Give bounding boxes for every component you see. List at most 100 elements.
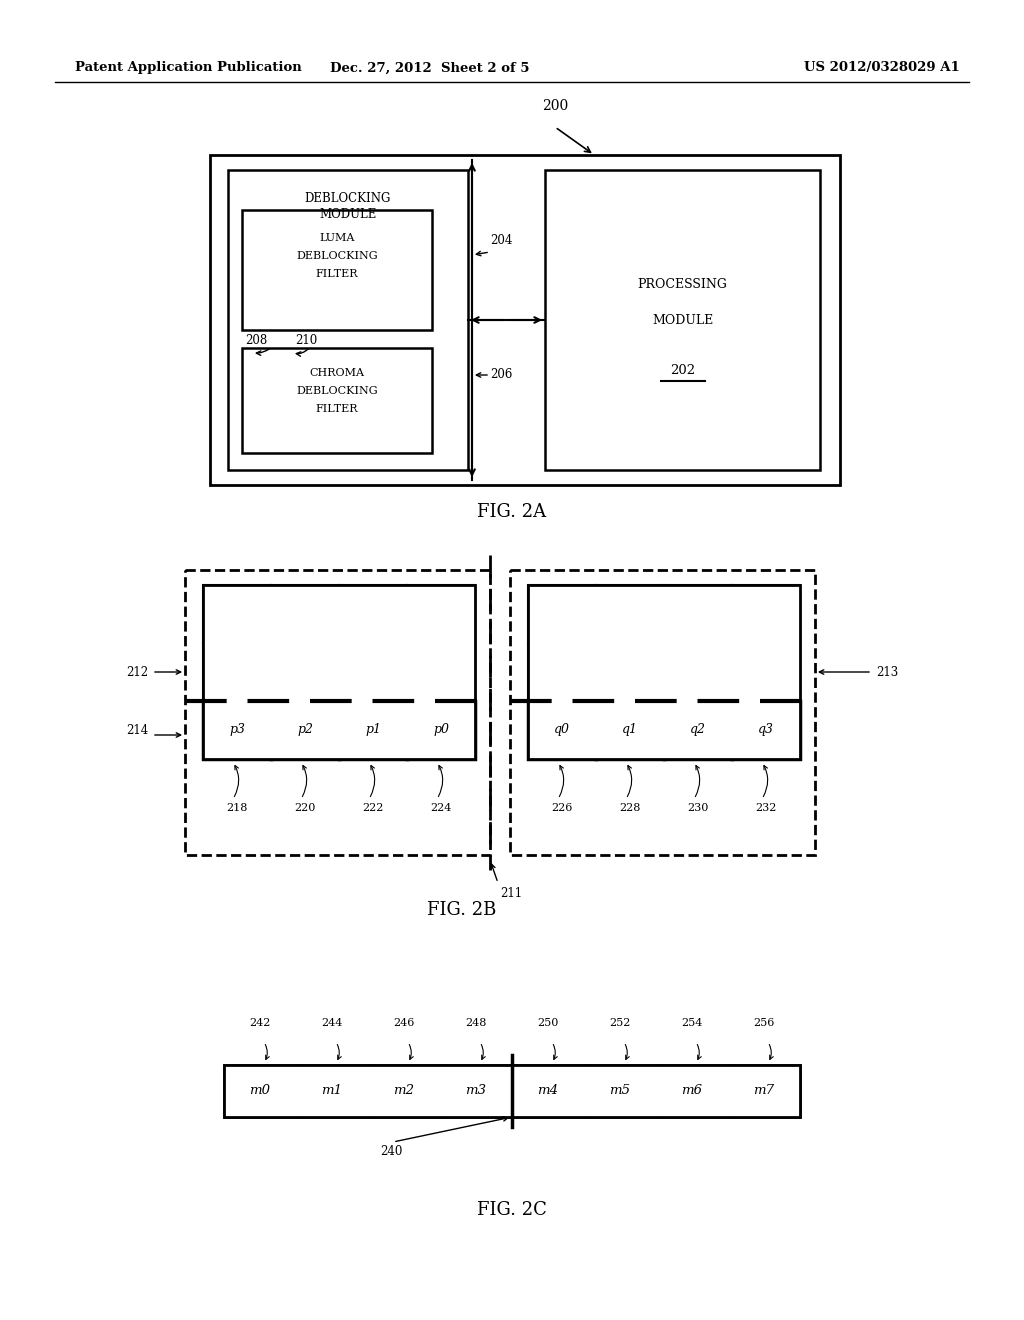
Text: p2: p2 <box>297 723 313 737</box>
Text: 200: 200 <box>542 99 568 114</box>
Text: 210: 210 <box>295 334 317 347</box>
Text: q3: q3 <box>758 723 774 737</box>
Bar <box>584 1065 656 1117</box>
Bar <box>210 154 840 484</box>
Bar <box>728 1065 800 1117</box>
Bar <box>203 585 475 759</box>
Text: 242: 242 <box>249 1018 270 1028</box>
Bar <box>224 1065 800 1117</box>
Text: m7: m7 <box>754 1085 774 1097</box>
Text: m0: m0 <box>250 1085 270 1097</box>
Text: DEBLOCKING: DEBLOCKING <box>305 191 391 205</box>
Bar <box>407 585 475 643</box>
Bar <box>528 585 800 759</box>
Text: 232: 232 <box>756 803 776 813</box>
Bar <box>440 1065 512 1117</box>
Text: 218: 218 <box>226 803 248 813</box>
Bar <box>596 585 664 643</box>
Text: 224: 224 <box>430 803 452 813</box>
Text: m2: m2 <box>393 1085 415 1097</box>
Text: FILTER: FILTER <box>315 269 358 279</box>
Text: 256: 256 <box>754 1018 775 1028</box>
Text: FIG. 2A: FIG. 2A <box>477 503 547 521</box>
Bar <box>664 643 732 701</box>
Text: 248: 248 <box>465 1018 486 1028</box>
Bar <box>271 585 339 643</box>
Text: US 2012/0328029 A1: US 2012/0328029 A1 <box>804 62 961 74</box>
Text: 212: 212 <box>126 665 148 678</box>
Bar <box>510 570 815 855</box>
Text: 211: 211 <box>500 887 522 900</box>
Text: 204: 204 <box>490 234 512 247</box>
Text: LUMA: LUMA <box>319 234 354 243</box>
Bar <box>596 643 664 701</box>
Bar <box>203 585 271 643</box>
Bar <box>242 348 432 453</box>
Text: m1: m1 <box>322 1085 342 1097</box>
Bar <box>528 585 596 643</box>
Text: 206: 206 <box>490 368 512 381</box>
Text: p3: p3 <box>229 723 245 737</box>
Bar <box>656 1065 728 1117</box>
Text: Dec. 27, 2012  Sheet 2 of 5: Dec. 27, 2012 Sheet 2 of 5 <box>331 62 529 74</box>
Text: Patent Application Publication: Patent Application Publication <box>75 62 302 74</box>
Text: MODULE: MODULE <box>652 314 713 326</box>
Bar <box>203 643 271 701</box>
Bar <box>224 1065 296 1117</box>
Bar <box>664 701 732 759</box>
Bar <box>407 643 475 701</box>
Bar <box>203 701 271 759</box>
Text: q1: q1 <box>622 723 638 737</box>
Text: 246: 246 <box>393 1018 415 1028</box>
Bar <box>528 701 596 759</box>
Text: 250: 250 <box>538 1018 559 1028</box>
Text: 220: 220 <box>294 803 315 813</box>
Bar <box>185 570 490 855</box>
Bar <box>664 585 732 643</box>
Bar <box>228 170 468 470</box>
Bar <box>271 701 339 759</box>
Bar <box>528 643 596 701</box>
Text: 202: 202 <box>670 364 695 378</box>
Text: 226: 226 <box>551 803 572 813</box>
Bar <box>545 170 820 470</box>
Bar <box>732 643 800 701</box>
Text: m3: m3 <box>466 1085 486 1097</box>
Text: m5: m5 <box>609 1085 631 1097</box>
Text: DEBLOCKING: DEBLOCKING <box>296 251 378 261</box>
Text: FIG. 2B: FIG. 2B <box>427 902 497 919</box>
Bar <box>596 701 664 759</box>
Text: m6: m6 <box>682 1085 702 1097</box>
Text: 213: 213 <box>876 665 898 678</box>
Text: FIG. 2C: FIG. 2C <box>477 1201 547 1218</box>
Text: 240: 240 <box>380 1144 402 1158</box>
Text: FILTER: FILTER <box>315 404 358 414</box>
Bar <box>339 585 407 643</box>
Text: 254: 254 <box>681 1018 702 1028</box>
Text: p0: p0 <box>433 723 449 737</box>
Text: 208: 208 <box>245 334 267 347</box>
Text: 244: 244 <box>322 1018 343 1028</box>
Text: q2: q2 <box>690 723 706 737</box>
Text: PROCESSING: PROCESSING <box>638 277 727 290</box>
Text: 230: 230 <box>687 803 709 813</box>
Text: 252: 252 <box>609 1018 631 1028</box>
Text: q0: q0 <box>554 723 570 737</box>
Bar <box>368 1065 440 1117</box>
Text: 222: 222 <box>362 803 384 813</box>
Bar <box>339 701 407 759</box>
Text: m4: m4 <box>538 1085 558 1097</box>
Bar <box>271 643 339 701</box>
Bar <box>339 643 407 701</box>
Bar <box>512 1065 584 1117</box>
Bar <box>407 701 475 759</box>
Text: MODULE: MODULE <box>319 207 377 220</box>
Text: p1: p1 <box>365 723 381 737</box>
Bar <box>732 701 800 759</box>
Bar <box>732 585 800 643</box>
Text: 214: 214 <box>126 723 148 737</box>
Bar <box>242 210 432 330</box>
Text: CHROMA: CHROMA <box>309 368 365 378</box>
Bar <box>296 1065 368 1117</box>
Text: 228: 228 <box>620 803 641 813</box>
